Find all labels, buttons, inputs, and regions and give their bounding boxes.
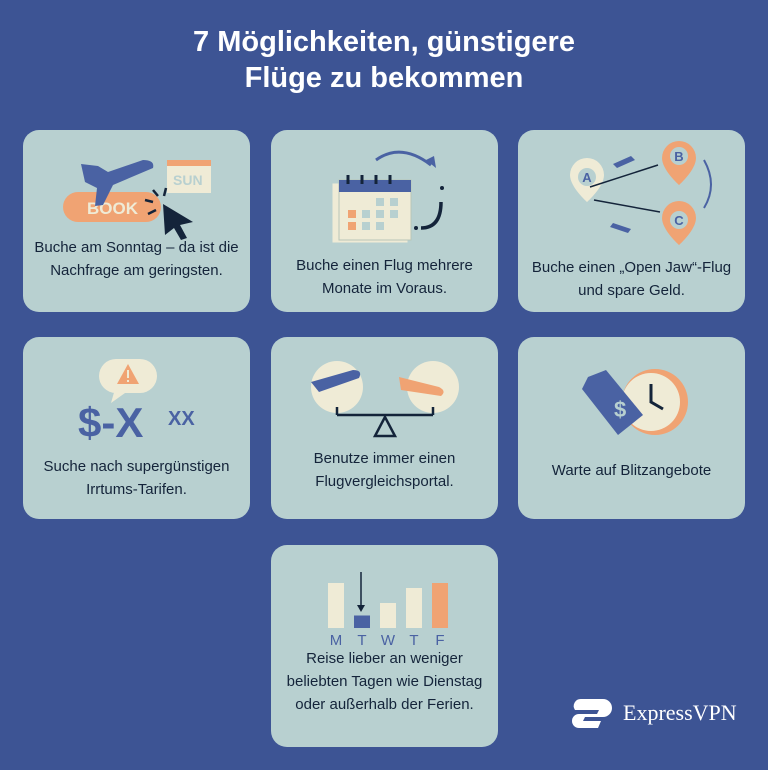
- svg-text:B: B: [674, 149, 683, 164]
- tip-card-open-jaw: A B C Buche einen „Open Jaw“-Flug und sp…: [518, 130, 745, 312]
- svg-text:SUN: SUN: [173, 172, 203, 188]
- price-error-icon: $-X XX: [78, 359, 195, 446]
- tip-card-flash-deals: $ Warte auf Blitzangebote: [518, 337, 745, 519]
- tip-card-advance: Buche einen Flug mehrere Monate im Vorau…: [271, 130, 498, 312]
- svg-text:A: A: [582, 170, 592, 185]
- svg-text:$: $: [614, 397, 626, 422]
- tip-text: Reise lieber an weniger beliebten Tagen …: [286, 650, 483, 713]
- weekday-bar: [354, 615, 370, 628]
- tip-text: Buche einen „Open Jaw“-Flug und spare Ge…: [531, 259, 732, 299]
- weekday-bar: [380, 603, 396, 628]
- weekday-bar: [328, 583, 344, 628]
- brand-name: ExpressVPN: [623, 700, 737, 725]
- svg-text:XX: XX: [168, 408, 195, 430]
- page-title: 7 Möglichkeiten, günstigere Flüge zu bek…: [0, 24, 768, 96]
- weekday-label: T: [409, 632, 418, 649]
- tip-text: Suche nach supergünstigen Irrtums-Tarife…: [43, 458, 230, 498]
- tip-text: Warte auf Blitzangebote: [551, 462, 712, 479]
- tip-text: Benutze immer einen Flugvergleichsportal…: [313, 450, 456, 490]
- price-tag-clock-icon: $: [582, 369, 688, 435]
- weekday-label: F: [435, 632, 444, 649]
- svg-text:C: C: [674, 213, 684, 228]
- tip-text: Buche einen Flug mehrere Monate im Vorau…: [296, 257, 473, 297]
- route-pins-icon: A B C: [570, 141, 712, 245]
- title-line-2: Flüge zu bekommen: [244, 62, 524, 94]
- svg-text:BOOK: BOOK: [87, 199, 139, 218]
- tip-card-comparison: Benutze immer einen Flugvergleichsportal…: [271, 337, 498, 519]
- weekday-bar: [432, 583, 448, 628]
- weekday-label: M: [330, 632, 343, 649]
- plane-book-calendar-icon: BOOK SUN: [63, 160, 211, 240]
- weekday-label: W: [381, 632, 396, 649]
- expressvpn-logo-icon: [572, 698, 612, 728]
- tip-card-error-fares: $-X XX Suche nach supergünstigen Irrtums…: [23, 337, 250, 519]
- tip-card-sunday: BOOK SUN Buche am Sonntag – da ist die N…: [23, 130, 250, 312]
- title-line-1: 7 Möglichkeiten, günstigere: [193, 26, 575, 58]
- svg-text:$-X: $-X: [78, 399, 143, 446]
- tip-text: Buche am Sonntag – da ist die Nachfrage …: [34, 239, 239, 279]
- weekday-bar: [406, 588, 422, 628]
- weekday-label: T: [357, 632, 366, 649]
- calendar-arrow-icon: [332, 150, 444, 243]
- scale-planes-icon: [311, 361, 459, 438]
- expressvpn-logo: ExpressVPN: [571, 697, 737, 729]
